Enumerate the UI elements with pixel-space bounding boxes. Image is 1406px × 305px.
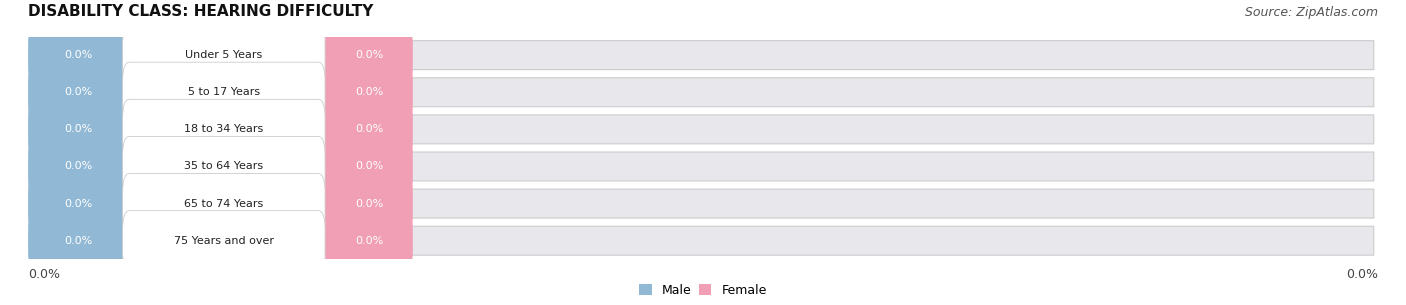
FancyBboxPatch shape [122,136,325,196]
Text: 0.0%: 0.0% [354,124,382,135]
Text: 75 Years and over: 75 Years and over [174,236,274,246]
Text: 0.0%: 0.0% [28,268,60,281]
FancyBboxPatch shape [325,174,413,234]
Text: 0.0%: 0.0% [65,50,93,60]
Text: 35 to 64 Years: 35 to 64 Years [184,161,263,171]
FancyBboxPatch shape [28,174,129,234]
FancyBboxPatch shape [32,78,1374,107]
Text: Source: ZipAtlas.com: Source: ZipAtlas.com [1244,6,1378,19]
Text: 0.0%: 0.0% [354,236,382,246]
FancyBboxPatch shape [122,211,325,271]
FancyBboxPatch shape [122,99,325,160]
Text: Under 5 Years: Under 5 Years [186,50,263,60]
FancyBboxPatch shape [122,174,325,234]
FancyBboxPatch shape [32,226,1374,255]
Text: 0.0%: 0.0% [65,161,93,171]
FancyBboxPatch shape [325,211,413,271]
FancyBboxPatch shape [32,41,1374,70]
Text: 0.0%: 0.0% [65,124,93,135]
Text: 18 to 34 Years: 18 to 34 Years [184,124,263,135]
FancyBboxPatch shape [325,62,413,122]
FancyBboxPatch shape [325,99,413,160]
FancyBboxPatch shape [28,25,129,85]
FancyBboxPatch shape [122,25,325,85]
Text: 0.0%: 0.0% [65,199,93,209]
FancyBboxPatch shape [28,211,129,271]
Text: 0.0%: 0.0% [354,199,382,209]
Text: 0.0%: 0.0% [354,87,382,97]
FancyBboxPatch shape [122,62,325,122]
FancyBboxPatch shape [28,99,129,160]
Text: 5 to 17 Years: 5 to 17 Years [188,87,260,97]
Legend: Male, Female: Male, Female [634,279,772,302]
FancyBboxPatch shape [28,136,129,196]
Text: 65 to 74 Years: 65 to 74 Years [184,199,263,209]
Text: 0.0%: 0.0% [65,236,93,246]
Text: 0.0%: 0.0% [1346,268,1378,281]
FancyBboxPatch shape [32,152,1374,181]
FancyBboxPatch shape [325,136,413,196]
Text: 0.0%: 0.0% [65,87,93,97]
FancyBboxPatch shape [28,62,129,122]
Text: DISABILITY CLASS: HEARING DIFFICULTY: DISABILITY CLASS: HEARING DIFFICULTY [28,4,374,19]
FancyBboxPatch shape [325,25,413,85]
Text: 0.0%: 0.0% [354,50,382,60]
FancyBboxPatch shape [32,189,1374,218]
Text: 0.0%: 0.0% [354,161,382,171]
FancyBboxPatch shape [32,115,1374,144]
